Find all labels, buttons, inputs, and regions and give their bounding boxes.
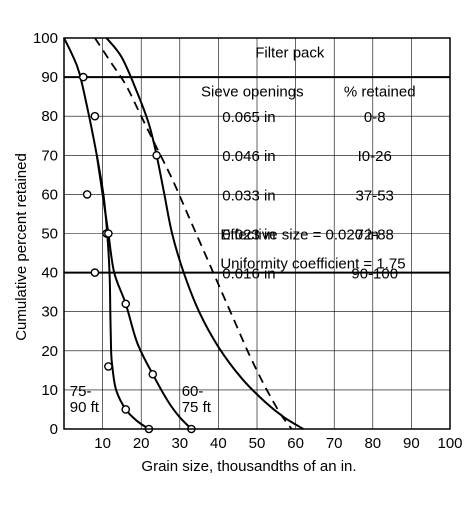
x-tick-10: 10 bbox=[94, 435, 111, 452]
annotation-row-3-sieve: 0.023 in bbox=[222, 226, 275, 243]
series-label-1-line-1: 75 ft bbox=[182, 399, 212, 416]
series-labels: 75-90 ft 60-75 ft bbox=[70, 383, 212, 416]
annotation-header-retained: % retained bbox=[344, 84, 416, 101]
annotation-row-4-sieve: 0.016 in bbox=[222, 265, 275, 282]
y-tick-60: 60 bbox=[41, 186, 58, 203]
series-line-3 bbox=[94, 37, 293, 430]
annotation-row-0-retained: 0-8 bbox=[364, 109, 386, 126]
y-tick-80: 80 bbox=[41, 108, 58, 125]
annotation-note-0: Effective size = 0.020 in bbox=[220, 226, 379, 243]
data-point-s0-6 bbox=[121, 405, 131, 414]
filter-pack-annotation: Filter pack Sieve openings % retained 0.065… bbox=[201, 45, 416, 283]
y-tick-0: 0 bbox=[50, 421, 58, 438]
y-tick-10: 10 bbox=[41, 382, 58, 399]
data-point-s0-1 bbox=[90, 111, 100, 121]
series-line-0 bbox=[63, 37, 150, 430]
curves-group bbox=[63, 37, 304, 430]
x-tick-60: 60 bbox=[287, 435, 304, 452]
data-point-s0-2 bbox=[82, 190, 92, 199]
y-tick-30: 30 bbox=[41, 304, 58, 321]
x-tick-20: 20 bbox=[133, 435, 150, 452]
series-line-1 bbox=[105, 37, 304, 430]
series-label-0-line-1: 90 ft bbox=[70, 399, 100, 416]
series-label-1-line-0: 60- bbox=[182, 383, 204, 400]
data-point-s1-3 bbox=[148, 369, 158, 379]
annotation-row-1-sieve: 0.046 in bbox=[222, 148, 275, 165]
y-tick-100: 100 bbox=[33, 30, 58, 47]
x-tick-labels: 10 20 30 40 50 60 70 80 90 100 bbox=[94, 435, 462, 452]
data-point-s0-5 bbox=[104, 362, 113, 371]
annotation-row-4-retained: 90-100 bbox=[351, 265, 398, 282]
x-tick-90: 90 bbox=[403, 435, 420, 452]
y-tick-70: 70 bbox=[41, 147, 58, 164]
data-point-s0-3 bbox=[90, 268, 100, 277]
data-point-s1-0 bbox=[152, 150, 161, 160]
x-tick-70: 70 bbox=[326, 435, 343, 452]
annotation-row-0-sieve: 0.065 in bbox=[222, 109, 275, 126]
x-tick-100: 100 bbox=[437, 435, 462, 452]
series-label-0-line-0: 75- bbox=[70, 383, 92, 400]
annotation-row-3-retained: 72-88 bbox=[356, 226, 394, 243]
annotation-row-2-sieve: 0.033 in bbox=[222, 187, 275, 204]
data-point-s1-2 bbox=[121, 299, 131, 309]
y-tick-50: 50 bbox=[41, 226, 58, 243]
x-tick-30: 30 bbox=[171, 435, 188, 452]
series-line-2 bbox=[95, 155, 193, 430]
y-tick-labels: 0 10 20 30 40 50 60 70 80 90 100 bbox=[33, 30, 58, 438]
annotation-row-2-retained: 37-53 bbox=[356, 187, 394, 204]
x-tick-80: 80 bbox=[364, 435, 381, 452]
x-tick-40: 40 bbox=[210, 435, 227, 452]
x-tick-50: 50 bbox=[249, 435, 266, 452]
markers-group bbox=[79, 72, 196, 434]
y-tick-90: 90 bbox=[41, 69, 58, 86]
data-point-s0-0 bbox=[79, 72, 88, 82]
plot-frame bbox=[63, 37, 451, 430]
x-axis-label: Grain size, thousandths of an in. bbox=[141, 458, 356, 475]
annotation-note-1: Uniformity coefficient = 1.75 bbox=[220, 256, 405, 273]
y-tick-40: 40 bbox=[41, 265, 58, 282]
y-axis-label: Cumulative percent retained bbox=[13, 153, 30, 341]
data-point-s1-1 bbox=[104, 229, 113, 238]
annotation-header-sieve: Sieve openings bbox=[201, 84, 304, 101]
annotation-title: Filter pack bbox=[255, 45, 325, 62]
annotation-row-1-retained: I0-26 bbox=[358, 148, 392, 165]
y-tick-20: 20 bbox=[41, 343, 58, 360]
